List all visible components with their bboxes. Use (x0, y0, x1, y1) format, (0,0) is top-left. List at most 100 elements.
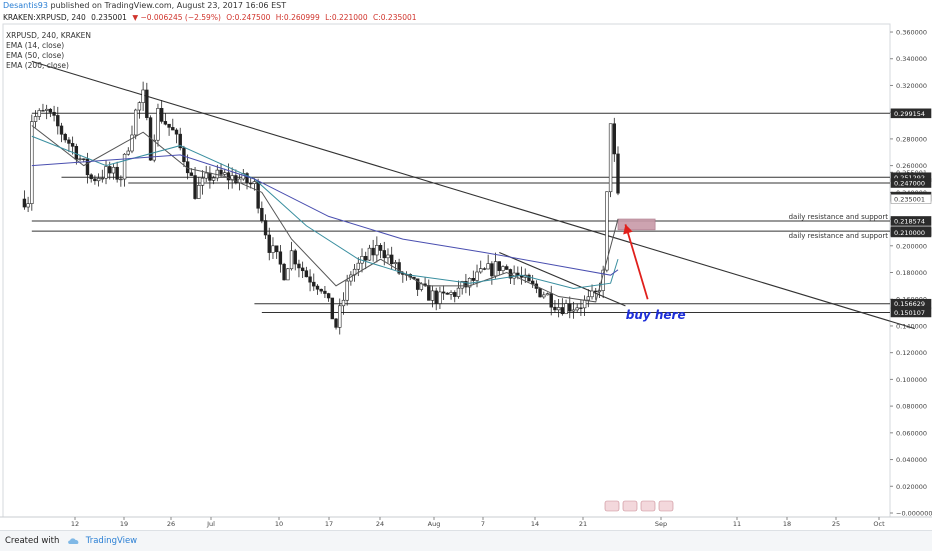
buy-here-annotation: buy here (626, 308, 686, 322)
candle-body (497, 261, 501, 271)
low-value: L:0.221000 (325, 13, 368, 22)
candle-body (445, 292, 450, 295)
price-axis-label (890, 307, 932, 318)
candle-body (319, 288, 323, 292)
candle-body (30, 121, 34, 204)
candle-body (263, 220, 268, 236)
event-flag-icon[interactable] (622, 500, 638, 512)
y-tick-label: 0.180000 (896, 269, 927, 277)
candle-body (371, 247, 375, 256)
author-link[interactable]: Desantis93 (3, 1, 48, 10)
y-tick-label: 0.260000 (896, 162, 927, 170)
y-tick-label: 0.340000 (896, 55, 927, 63)
buy-arrow-shaft (624, 224, 649, 300)
event-flag-icon[interactable] (658, 500, 674, 512)
candle-body (297, 263, 301, 269)
candle-body (204, 172, 208, 179)
x-tick-label: Jul (206, 520, 215, 528)
candle-body (549, 293, 553, 308)
close-value: C:0.235001 (373, 13, 417, 22)
candle-body (382, 250, 386, 259)
candle-body (104, 166, 108, 179)
candle-body (389, 254, 394, 265)
candle-body (74, 146, 79, 160)
candle-body (126, 150, 130, 155)
candle-body (100, 177, 105, 180)
y-tick-label: −0.000000 (896, 509, 932, 517)
tradingview-brand-link[interactable]: TradingView (85, 536, 138, 546)
candle-body (189, 172, 194, 176)
y-tick-label: 0.200000 (896, 242, 927, 250)
candle-body (70, 143, 75, 147)
candle-body (345, 280, 349, 301)
legend-ema14[interactable]: EMA (14, close) (6, 41, 65, 50)
y-tick-label: 0.360000 (896, 29, 927, 37)
candle-body (260, 207, 264, 221)
candle-body (430, 290, 435, 301)
candle-body (300, 267, 305, 272)
candle-body (108, 166, 112, 174)
last-price: 0.235001 (91, 13, 127, 22)
candle-body (286, 268, 290, 281)
candle-body (119, 178, 123, 181)
y-tick-label: 0.060000 (896, 429, 927, 437)
candle-body (208, 172, 212, 181)
candle-body (386, 254, 390, 259)
x-tick-label: 21 (579, 520, 587, 528)
price-chart[interactable]: 0.3600000.3400000.3200000.3000000.280000… (0, 0, 932, 530)
candle-body (89, 174, 93, 180)
buy-zone-box[interactable] (617, 218, 656, 231)
candle-body (434, 290, 438, 304)
x-tick-label: 25 (832, 520, 840, 528)
candle-body (293, 250, 297, 265)
candle-body (538, 288, 542, 298)
candle-body (226, 172, 231, 181)
y-tick-label: 0.080000 (896, 403, 927, 411)
candle-body (616, 153, 620, 194)
trendline[interactable] (31, 60, 915, 330)
candle-body (82, 158, 86, 160)
legend-ema200[interactable]: EMA (200, close) (6, 61, 69, 70)
candle-body (556, 307, 561, 311)
candle-body (33, 116, 38, 122)
candle-body (326, 293, 331, 299)
candle-body (579, 307, 583, 309)
publish-header: Desantis93 published on TradingView.com,… (0, 0, 932, 12)
candle-body (282, 263, 286, 281)
candle-body (397, 262, 401, 274)
candle-body (249, 182, 253, 185)
price-axis-label-text: 0.210000 (894, 229, 925, 237)
event-flag-icon[interactable] (640, 500, 656, 512)
ohlc-header: KRAKEN:XRPUSD, 240 0.235001 ▼ −0.006245 … (0, 12, 932, 24)
price-axis-label-text: 0.251292 (894, 174, 925, 182)
candle-body (111, 166, 116, 174)
candle-body (163, 121, 168, 125)
open-value: O:0.247500 (226, 13, 271, 22)
candle-body (427, 285, 431, 301)
candle-body (211, 177, 216, 181)
y-tick-label: 0.020000 (896, 483, 927, 491)
candle-body (323, 290, 327, 294)
candle-body (174, 129, 179, 135)
legend-ema50[interactable]: EMA (50, close) (6, 51, 65, 60)
candle-body (145, 89, 149, 118)
candle-body (308, 276, 312, 283)
candle-body (338, 305, 342, 328)
y-tick-label: 0.280000 (896, 135, 927, 143)
candle-body (274, 245, 279, 253)
candle-body (167, 123, 171, 128)
trendline[interactable] (499, 251, 626, 307)
y-tick-label: 0.120000 (896, 349, 927, 357)
candle-body (594, 290, 598, 293)
candle-body (252, 181, 257, 184)
candle-body (504, 266, 509, 270)
candle-body (378, 245, 383, 251)
ema-line (31, 135, 619, 290)
candle-body (464, 281, 468, 288)
candle-body (96, 178, 101, 182)
candle-body (137, 102, 142, 111)
candle-body (608, 123, 613, 193)
candle-body (471, 278, 476, 281)
candle-body (612, 123, 616, 155)
event-flag-icon[interactable] (604, 500, 620, 512)
